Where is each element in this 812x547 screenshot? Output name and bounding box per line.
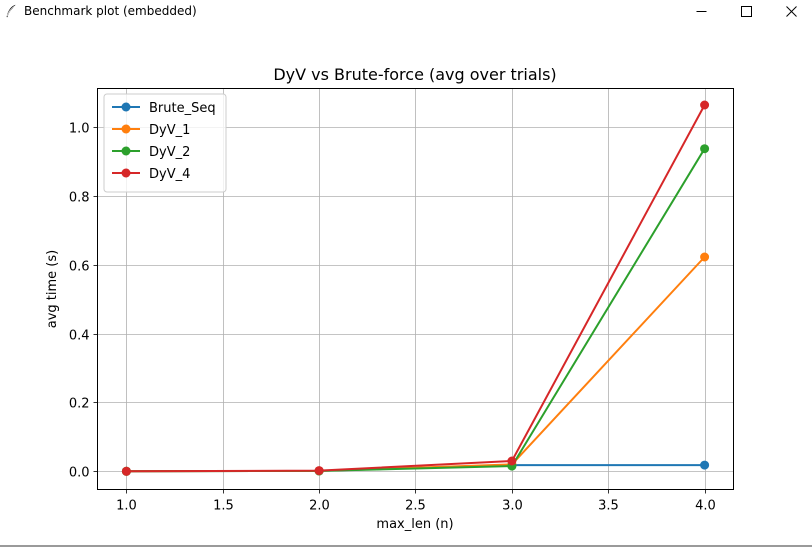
legend-marker: [121, 146, 131, 156]
maximize-icon: [740, 2, 752, 21]
minimize-button[interactable]: [678, 0, 724, 22]
x-tick-label: 2.0: [309, 499, 330, 514]
series-line-dyv-4: [126, 104, 706, 473]
close-icon: [785, 2, 797, 21]
x-tick-label: 1.0: [116, 499, 137, 514]
benchmark-chart: 1.0 1.5 2.0 2.5 3.0 3.5 4.0 0.0 0.2 0.4 0.6 0.81.0 …: [45, 65, 734, 532]
y-tick-label: 1.0: [69, 122, 90, 137]
x-tick-label: 3.5: [598, 499, 619, 514]
y-tick-label: 0.8: [69, 191, 90, 206]
x-tick-label: 2.5: [405, 499, 426, 514]
legend-box: [103, 93, 227, 193]
data-point-dyv-4: [507, 456, 517, 466]
feather-icon: [5, 3, 17, 18]
x-tick-label: 4.0: [695, 499, 716, 514]
minimize-icon: [696, 2, 707, 21]
y-tick-label: 0.4: [69, 329, 90, 344]
x-tick-label: 1.5: [213, 499, 234, 514]
maximize-button[interactable]: [723, 0, 769, 22]
chart-title: DyV vs Brute-force (avg over trials): [273, 65, 556, 84]
y-tick-label: 0.0: [69, 466, 90, 481]
data-point-dyv-2: [700, 144, 710, 154]
y-tick-label: 0.6: [69, 260, 90, 275]
data-point-brute-seq: [700, 460, 710, 470]
legend-marker: [121, 102, 131, 112]
data-point-dyv-1: [700, 252, 710, 262]
legend-marker: [121, 168, 131, 178]
chart-legend: Brute_Seq DyV_1 DyV_2 DyV_4: [103, 93, 227, 193]
y-tick-label: 0.2: [69, 397, 90, 412]
legend-label: DyV_4: [149, 167, 190, 182]
data-point-dyv-4: [700, 100, 710, 110]
legend-marker: [121, 124, 131, 134]
close-button[interactable]: [768, 0, 812, 22]
x-axis-label: max_len (n): [376, 517, 453, 532]
data-point-dyv-4: [314, 466, 324, 476]
legend-label: DyV_1: [149, 123, 190, 138]
window-bottom-border: [0, 545, 812, 547]
window-titlebar: Benchmark plot (embedded): [0, 0, 812, 22]
x-tick-label: 3.0: [502, 499, 523, 514]
window-title: Benchmark plot (embedded): [24, 4, 197, 18]
legend-label: Brute_Seq: [149, 101, 216, 116]
data-point-dyv-4: [121, 466, 131, 476]
series-lines: [121, 100, 710, 476]
axis-ticks: 1.0 1.5 2.0 2.5 3.0 3.5 4.0 0.0 0.2 0.4 0.6 0.8 1.0: [69, 122, 716, 514]
legend-label: DyV_2: [149, 145, 190, 160]
y-axis-label: avg time (s): [45, 250, 60, 328]
